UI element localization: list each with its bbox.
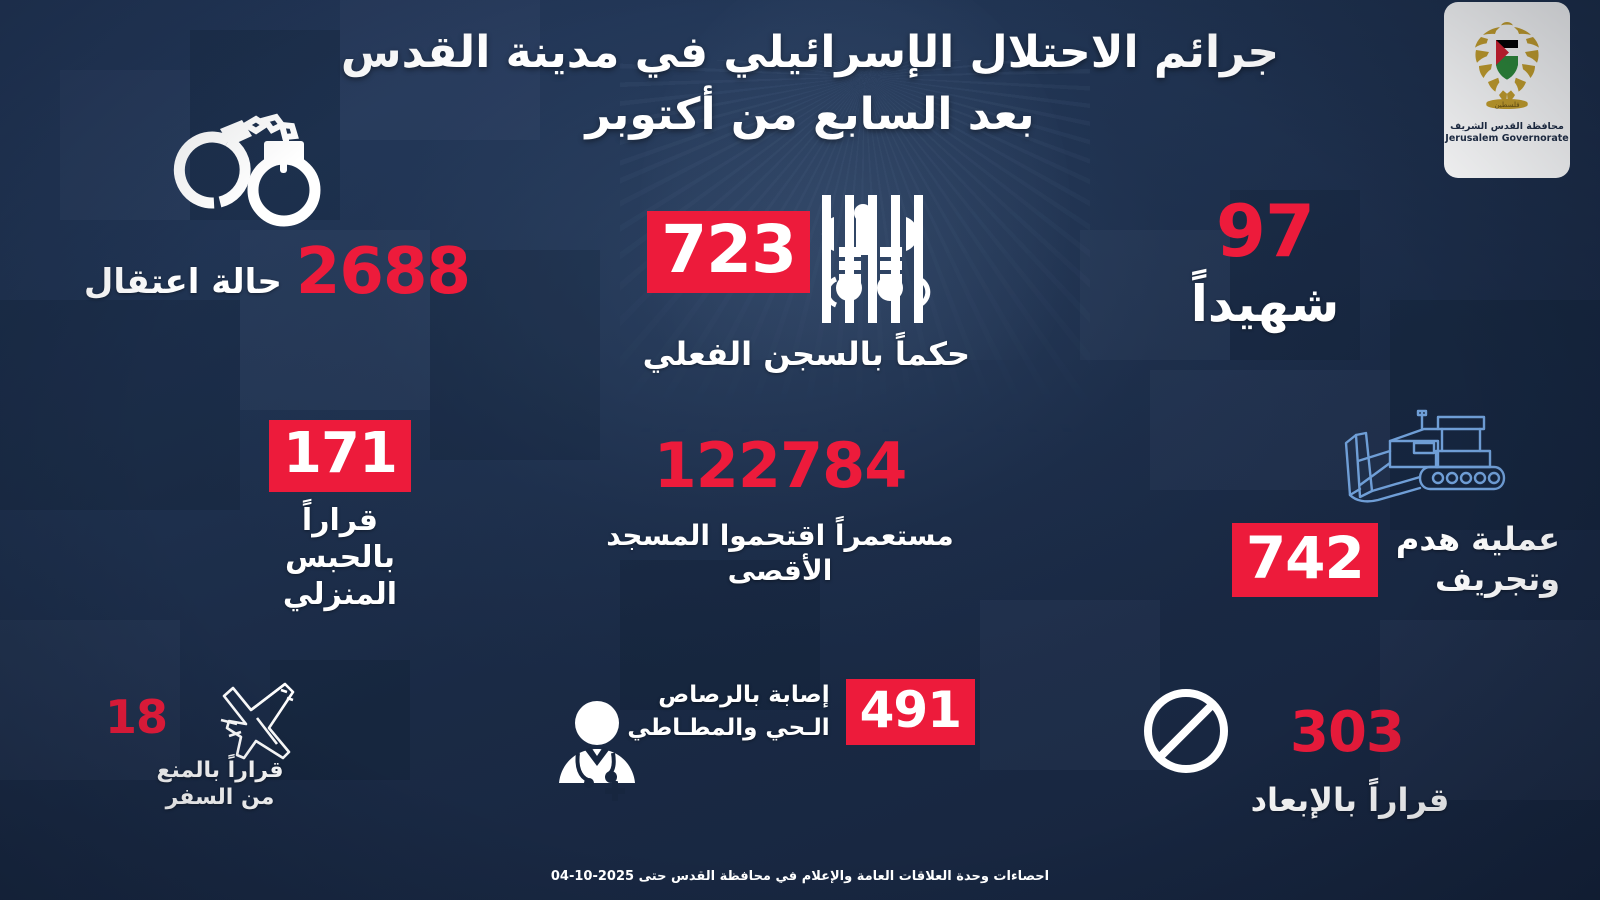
- deportation-orders-label: قراراً بالإبعاد: [1250, 781, 1450, 819]
- demolitions-label-line-2: وتجريف: [1435, 559, 1560, 598]
- gunshot-injuries-value: 491: [845, 679, 975, 745]
- footer-source-note: احصاءات وحدة العلاقات العامة والإعلام في…: [550, 869, 1050, 884]
- medic-icon: [559, 701, 635, 801]
- travel-ban-label-line-1: قراراً بالمنع: [156, 758, 284, 783]
- demolitions-value: 742: [1231, 522, 1378, 597]
- handcuffs-icon: [173, 113, 321, 227]
- logo-english-name: Jerusalem Governorate: [1445, 133, 1569, 144]
- svg-text:فلسطين: فلسطين: [1494, 101, 1519, 109]
- travel-ban-label-line-2: من السفر: [165, 785, 275, 811]
- gunshot-injuries-label-line-2: الـحي والمطـاطي: [627, 715, 830, 741]
- house-arrest-label-line-1: قراراً بالحبس: [284, 503, 396, 576]
- prohibition-icon: [1144, 689, 1228, 773]
- airplane-icon: [220, 682, 295, 760]
- martyrs-label: شهيداً: [1190, 275, 1340, 333]
- travel-ban-value: 18: [105, 690, 168, 744]
- house-arrest-label-line-2: المنزلي: [282, 577, 398, 613]
- house-arrest-value: 171: [269, 420, 411, 492]
- bg-block: [1380, 620, 1600, 800]
- deportation-orders-value: 303: [1290, 700, 1405, 765]
- bulldozer-icon: [1344, 409, 1506, 503]
- actual-imprisonment-label: حكماً بالسجن الفعلي: [642, 335, 970, 373]
- martyrs-value: 97: [1215, 189, 1315, 273]
- stat-settler-incursions: 122784 مستعمراً اقتحموا المسجد الأقصى: [560, 435, 1000, 588]
- title-line-1: جرائم الاحتلال الإسرائيلي في مدينة القدس: [340, 27, 1280, 78]
- jerusalem-governorate-logo: فلسطين محافظة القدس الشريف Jerusalem Gov…: [1444, 2, 1570, 178]
- actual-imprisonment-value: 723: [647, 211, 810, 293]
- bg-block: [980, 600, 1160, 770]
- stat-house-arrest: 171 قراراً بالحبس المنزلي: [250, 420, 430, 614]
- page-title: جرائم الاحتلال الإسرائيلي في مدينة القدس…: [330, 22, 1290, 147]
- demolitions-label-line-1: عملية هدم: [1395, 520, 1560, 558]
- title-line-2: بعد السابع من أكتوبر: [585, 89, 1035, 141]
- settler-incursions-label: مستعمراً اقتحموا المسجد الأقصى: [606, 519, 954, 587]
- settler-incursions-value: 122784: [653, 429, 908, 502]
- palestine-eagle-crest-icon: فلسطين: [1475, 22, 1539, 109]
- gunshot-injuries-label-line-1: إصابة بالرصاص: [658, 682, 830, 709]
- stat-martyrs: 97 شهيداً: [1150, 195, 1380, 335]
- logo-arabic-name: محافظة القدس الشريف: [1450, 121, 1564, 132]
- arrests-label: حالة اعتقال: [83, 262, 282, 302]
- prison-bars-icon: [821, 195, 931, 323]
- arrests-value: 2688: [295, 235, 471, 309]
- bg-block: [0, 300, 240, 510]
